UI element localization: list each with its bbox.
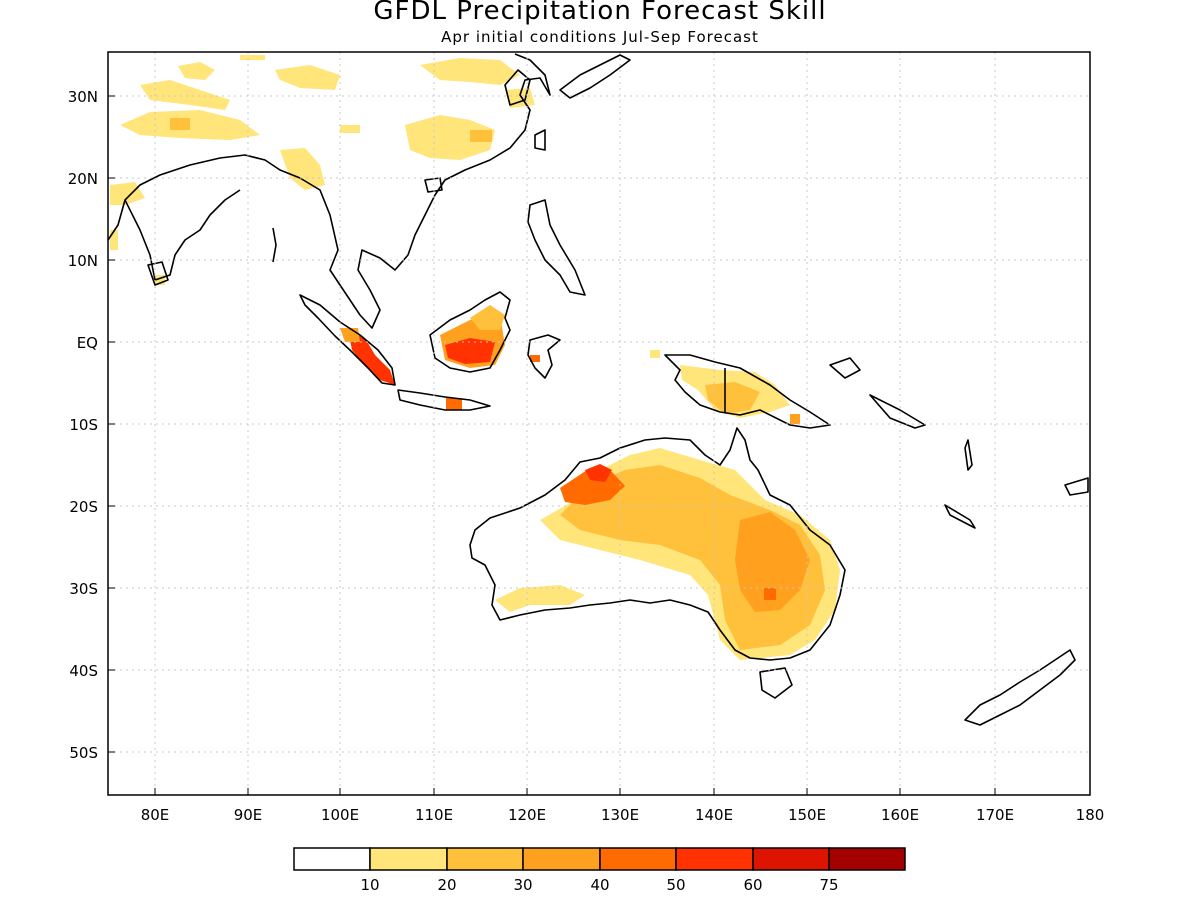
skill-region-south-australia xyxy=(495,585,585,612)
coastline-sri-lanka xyxy=(147,261,169,286)
colorbar-box xyxy=(522,847,601,871)
colorbar-box xyxy=(599,847,677,871)
colorbar-box xyxy=(675,847,754,871)
colorbar-box xyxy=(369,847,448,871)
coastline-new-zealand xyxy=(964,649,1076,726)
colorbar-tick-label: 75 xyxy=(819,876,838,894)
skill-region-indochina xyxy=(340,125,360,133)
coastline-tasmania xyxy=(759,667,793,699)
skill-region-nw-australia xyxy=(560,468,625,505)
lat-label: 20S xyxy=(69,498,98,516)
colorbar-tick-label: 50 xyxy=(666,876,685,894)
lon-label: 130E xyxy=(601,806,639,824)
colorbar-tick-label: 20 xyxy=(437,876,456,894)
skill-region-bangladesh xyxy=(280,148,325,190)
coastline-taiwan xyxy=(534,129,546,151)
coastline-new-guinea xyxy=(664,354,831,429)
skill-shading xyxy=(110,55,840,660)
lon-label: 80E xyxy=(141,806,170,824)
coastline-java xyxy=(397,389,491,411)
skill-region-china-south-core xyxy=(470,130,492,142)
coastline-borneo xyxy=(429,291,511,373)
colorbar-box xyxy=(828,847,906,871)
lat-label: 10S xyxy=(69,416,98,434)
lat-label: 50S xyxy=(69,744,98,762)
coastline-india-south xyxy=(124,189,241,281)
skill-region-halmahera xyxy=(650,350,660,358)
skill-region-se-australia xyxy=(764,588,776,600)
coastline-hainan xyxy=(424,177,443,193)
colorbar-tick-label: 40 xyxy=(590,876,609,894)
skill-region-borneo-ne xyxy=(470,305,505,330)
lat-axis: 30N 20N 10N EQ 10S 20S 30S 40S 50S xyxy=(68,88,115,762)
lat-label: 30S xyxy=(69,580,98,598)
lon-axis: 80E 90E 100E 110E 120E 130E 140E 150E 16… xyxy=(141,788,1105,824)
skill-region-china-south xyxy=(405,115,495,160)
colorbar-tick-label: 10 xyxy=(360,876,379,894)
skill-region-tien-shan xyxy=(178,62,215,80)
lat-label: 30N xyxy=(68,88,98,106)
skill-region-himalaya xyxy=(140,80,230,110)
colorbar-tick-label: 60 xyxy=(743,876,762,894)
coastline-japan xyxy=(559,54,631,99)
skill-region-borneo-peak xyxy=(445,338,495,364)
skill-region-new-guinea-east xyxy=(790,414,800,424)
skill-region-nw-australia-peak xyxy=(585,464,612,482)
skill-region-mongolia xyxy=(275,65,340,90)
coastline-solomons xyxy=(869,394,926,429)
lon-label: 150E xyxy=(788,806,826,824)
lon-label: 100E xyxy=(321,806,359,824)
lon-label: 90E xyxy=(234,806,263,824)
skill-region-india-west-2 xyxy=(110,230,118,250)
grid xyxy=(108,52,1090,795)
skill-region-china-coast xyxy=(240,55,265,60)
colorbar: 10 20 30 40 50 60 75 xyxy=(293,847,906,894)
lon-label: 140E xyxy=(695,806,733,824)
lon-label: 180 xyxy=(1076,806,1105,824)
skill-region-australia-high xyxy=(735,512,810,612)
coastline-australia xyxy=(469,427,846,661)
skill-region-sumatra-north xyxy=(340,328,360,342)
lon-label: 160E xyxy=(881,806,919,824)
coastline-philippines xyxy=(527,199,586,296)
coastline-fiji xyxy=(1064,477,1089,496)
lat-label: 20N xyxy=(68,170,98,188)
coastline-andaman xyxy=(272,227,277,263)
skill-region-china-north xyxy=(420,58,520,85)
colorbar-box xyxy=(752,847,830,871)
lat-label: 40S xyxy=(69,662,98,680)
coastline-new-caledonia xyxy=(944,504,976,529)
map-title: GFDL Precipitation Forecast Skill xyxy=(373,0,827,26)
colorbar-box xyxy=(293,847,371,871)
lat-label: EQ xyxy=(77,334,98,352)
map-subtitle: Apr initial conditions Jul-Sep Forecast xyxy=(441,28,759,46)
colorbar-box xyxy=(446,847,524,871)
coastline-vanuatu xyxy=(964,439,973,471)
lat-label: 10N xyxy=(68,252,98,270)
skill-region-sumatra xyxy=(348,330,395,385)
lon-label: 170E xyxy=(976,806,1014,824)
coastline-asia xyxy=(107,53,551,329)
lon-label: 120E xyxy=(508,806,546,824)
coastline-new-britain xyxy=(829,357,861,379)
skill-region-sulawesi xyxy=(530,355,540,362)
skill-region-tibet-core xyxy=(170,118,190,130)
colorbar-tick-label: 30 xyxy=(513,876,532,894)
skill-region-new-guinea-mid xyxy=(705,382,760,414)
coastlines xyxy=(107,53,1089,726)
coastline-sumatra xyxy=(299,294,396,386)
lon-label: 110E xyxy=(415,806,453,824)
skill-region-java xyxy=(446,398,462,410)
coastline-sulawesi xyxy=(527,334,561,379)
